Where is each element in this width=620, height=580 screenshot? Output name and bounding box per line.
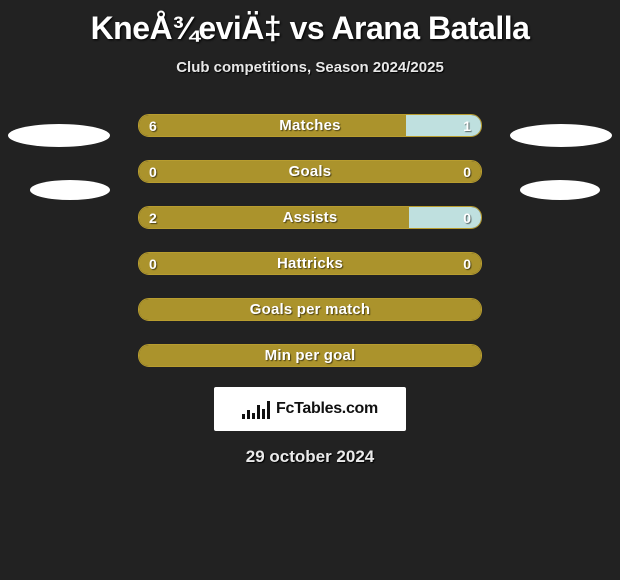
- stat-row: Goals per match: [138, 298, 482, 321]
- stat-row: Goals00: [138, 160, 482, 183]
- stat-bar-left: [139, 115, 406, 136]
- player-right-ellipse-1: [510, 124, 612, 147]
- stats-container: Matches61 Goals00 Assists20 Hattricks00 Goal…: [138, 114, 482, 367]
- player-left-ellipse-2: [30, 180, 110, 200]
- stat-row: Hattricks00: [138, 252, 482, 275]
- stat-row: Assists20: [138, 206, 482, 229]
- player-left-ellipse-1: [8, 124, 110, 147]
- logo-text: FcTables.com: [276, 400, 378, 418]
- stat-bar-left: [139, 207, 409, 228]
- stat-row: Min per goal: [138, 344, 482, 367]
- logo-bars-icon: [242, 399, 270, 419]
- stat-bar-left: [139, 299, 481, 320]
- logo-bar: [252, 413, 255, 419]
- logo-bar: [257, 405, 260, 419]
- logo-bar: [262, 409, 265, 419]
- stat-bar-left: [139, 345, 481, 366]
- player-right-ellipse-2: [520, 180, 600, 200]
- date-label: 29 october 2024: [0, 447, 620, 467]
- page-title: KneÅ¾eviÄ‡ vs Arana Batalla: [0, 0, 620, 47]
- logo-bar: [242, 414, 245, 419]
- logo-bar: [247, 410, 250, 419]
- stat-row: Matches61: [138, 114, 482, 137]
- page-subtitle: Club competitions, Season 2024/2025: [0, 59, 620, 76]
- logo-bar: [267, 401, 270, 419]
- stat-bar-right: [409, 207, 481, 228]
- stat-bar-right: [406, 115, 481, 136]
- stat-bar-left: [139, 253, 481, 274]
- fctables-logo[interactable]: FcTables.com: [214, 387, 406, 431]
- stat-bar-left: [139, 161, 481, 182]
